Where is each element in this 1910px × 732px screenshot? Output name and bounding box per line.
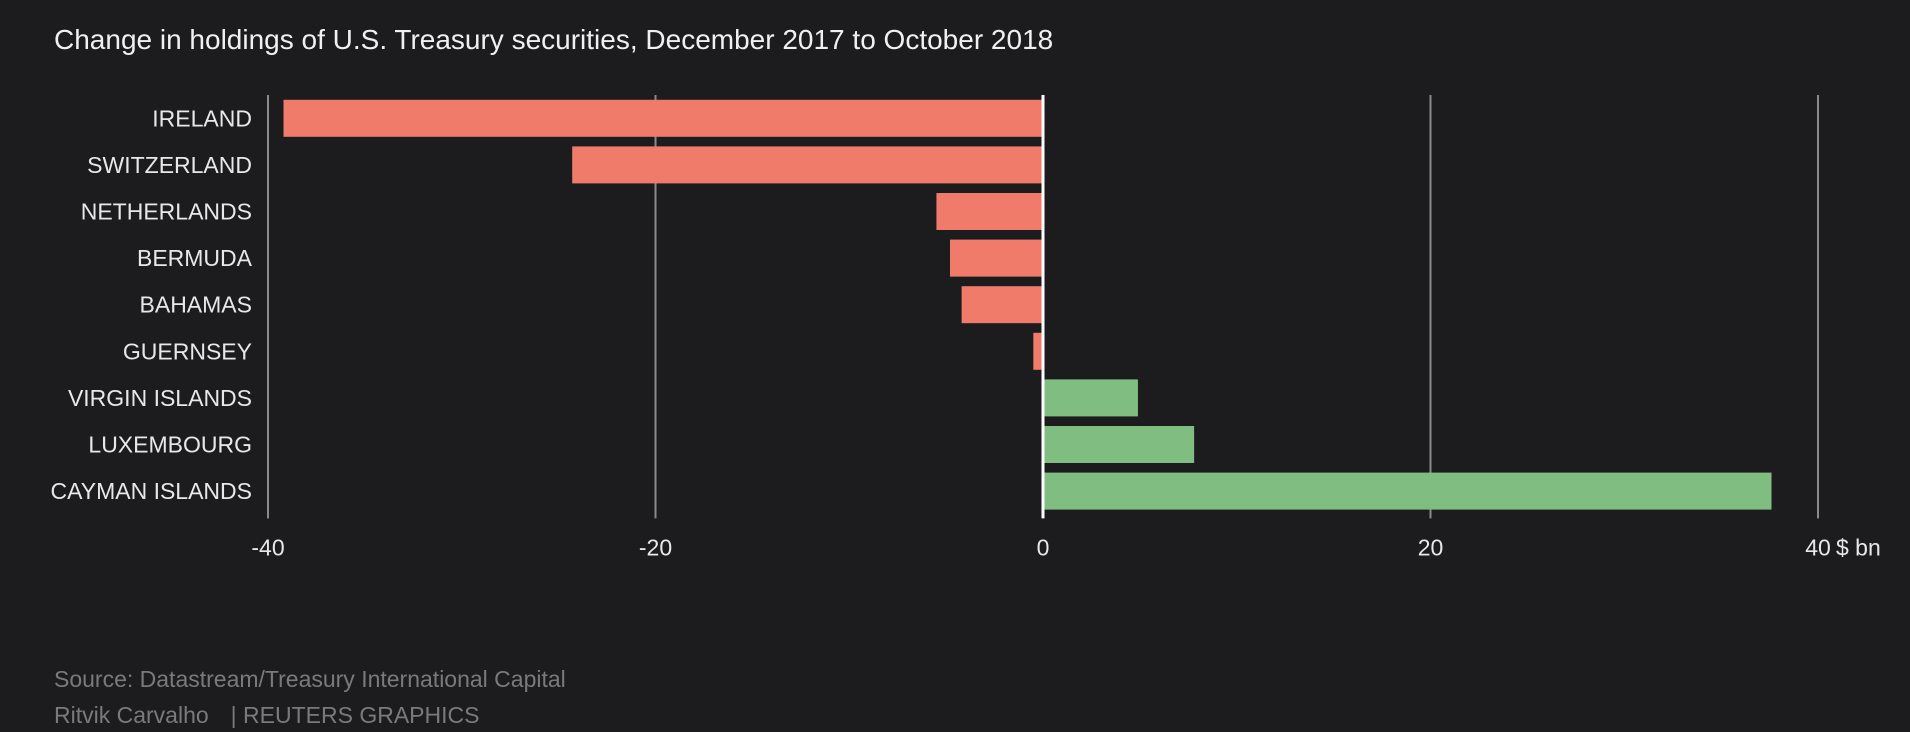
bar (1043, 426, 1195, 463)
category-label: GUERNSEY (123, 338, 252, 364)
bar (1043, 379, 1138, 417)
category-label: CAYMAN ISLANDS (50, 478, 252, 504)
source-note: Source: Datastream/Treasury Internationa… (54, 666, 566, 692)
bar (283, 99, 1043, 137)
x-tick-label: 0 (1037, 534, 1050, 560)
category-label: NETHERLANDS (81, 199, 252, 225)
category-label: VIRGIN ISLANDS (68, 385, 252, 411)
bar-chart: -40 -20 0 20 40 $ bn IRELAND SWITZERLAND NETHERL… (50, 95, 1881, 560)
bar (936, 193, 1043, 230)
x-tick-label: 40 (1805, 534, 1831, 560)
credit-line: Ritvik Carvalho | REUTERS GRAPHICS (54, 702, 479, 729)
x-unit-label: $ bn (1836, 534, 1881, 560)
x-tick-label: 20 (1418, 534, 1444, 560)
bar (572, 146, 1043, 184)
bar (950, 239, 1043, 277)
chart-title: Change in holdings of U.S. Treasury secu… (54, 24, 1054, 55)
category-label: BAHAMAS (140, 292, 252, 318)
author-name: Ritvik Carvalho (54, 702, 209, 728)
x-tick-label: -20 (639, 534, 672, 560)
category-label: IRELAND (152, 105, 252, 131)
bar (1033, 332, 1043, 370)
category-label: SWITZERLAND (87, 152, 252, 178)
bar (1043, 472, 1772, 510)
category-label: BERMUDA (137, 245, 253, 271)
x-tick-label: -40 (251, 534, 284, 560)
category-label: LUXEMBOURG (88, 432, 252, 458)
bar (961, 286, 1043, 324)
brand-label: | REUTERS GRAPHICS (230, 702, 480, 728)
